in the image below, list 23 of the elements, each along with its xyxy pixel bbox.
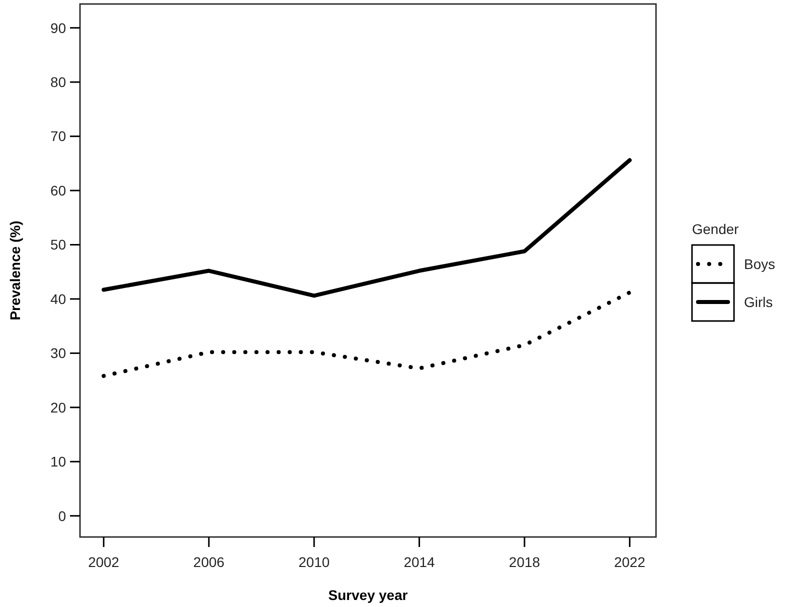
legend-title: Gender <box>692 221 740 237</box>
x-tick-label: 2018 <box>508 554 540 570</box>
y-tick-label: 90 <box>50 20 66 36</box>
legend-label: Boys <box>744 256 776 272</box>
y-tick-label: 80 <box>50 74 66 90</box>
x-tick-label: 2006 <box>193 554 225 570</box>
x-axis-title: Survey year <box>328 587 408 603</box>
y-tick-label: 50 <box>50 236 66 253</box>
y-tick-label: 60 <box>50 182 66 198</box>
y-tick-label: 20 <box>50 399 66 416</box>
x-tick-label: 2022 <box>614 554 646 570</box>
y-tick-label: 40 <box>50 290 66 307</box>
x-tick-label: 2002 <box>88 554 120 570</box>
y-axis-title: Prevalence (%) <box>7 220 23 320</box>
x-tick-label: 2010 <box>298 554 330 570</box>
legend-label: Girls <box>744 294 773 310</box>
y-tick-label: 30 <box>50 345 66 362</box>
y-tick-label: 70 <box>50 128 66 144</box>
line-series <box>102 158 632 298</box>
y-tick-label: 0 <box>58 508 66 524</box>
x-tick-label: 2014 <box>404 554 436 570</box>
line-series <box>102 290 632 378</box>
y-tick-label: 10 <box>50 454 66 470</box>
